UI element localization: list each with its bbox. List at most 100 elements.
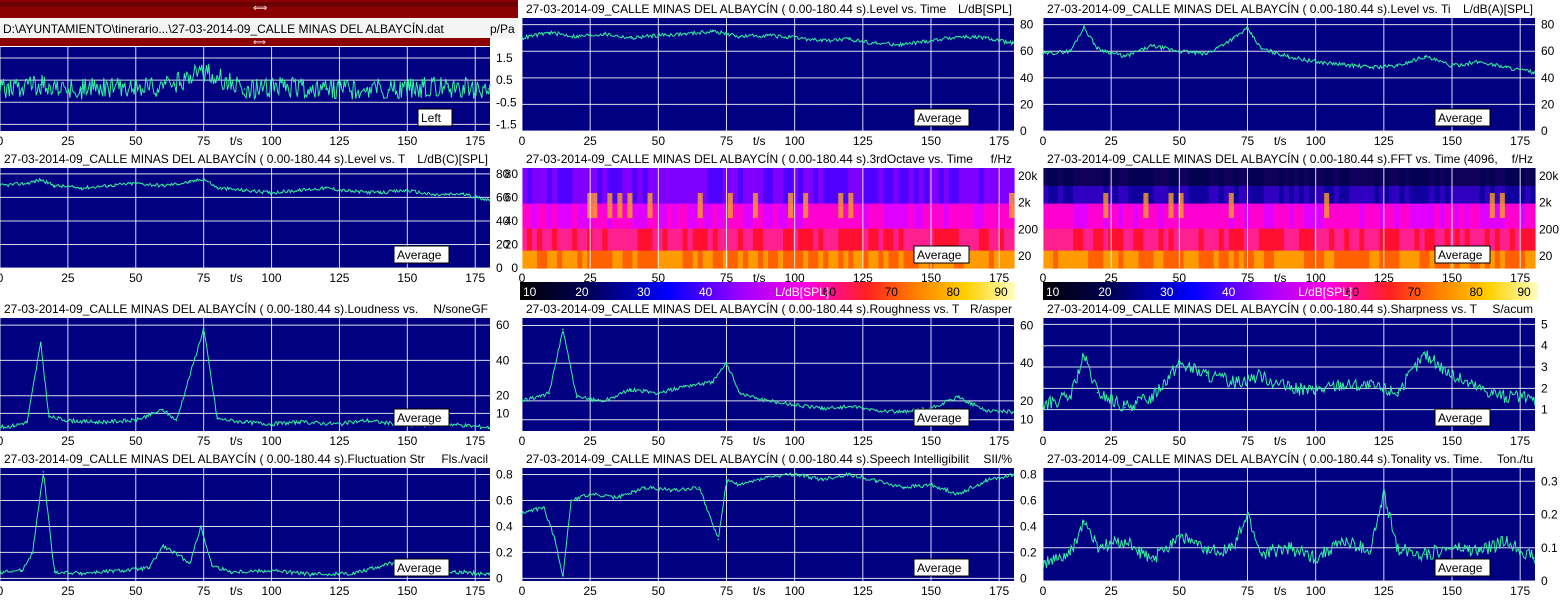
waveform-panel[interactable]: 0 25 50 75 100 125 150 175 t/s 1.5 0.5 -0.5 -1.5 Left xyxy=(0,47,517,148)
third-octave-cell xyxy=(667,250,674,269)
fft-cell xyxy=(1349,228,1355,251)
third-octave-ytick-left: 0 xyxy=(511,261,518,275)
level-dba-tag-box xyxy=(1434,108,1491,127)
sharpness-panel[interactable]: 27-03-2014-09_CALLE MINAS DEL ALBAYCÍN (… xyxy=(1040,301,1548,448)
fluctuation-point xyxy=(488,573,490,576)
scroll-bar[interactable]: ⟺ xyxy=(0,37,490,47)
speech-intelligibility-point xyxy=(957,493,960,495)
fft-cell xyxy=(1148,228,1155,251)
fft-cell xyxy=(1524,228,1531,251)
level-spl-ytick: 80 xyxy=(1020,18,1034,32)
third-octave-cell xyxy=(552,228,558,251)
fft-ytick-right: 2k xyxy=(1539,196,1553,210)
third-octave-cell xyxy=(813,228,819,251)
tonality-point xyxy=(1505,540,1508,542)
third-octave-cell xyxy=(567,203,573,229)
third-octave-cell xyxy=(823,228,829,251)
fft-cell xyxy=(1188,250,1195,269)
third-octave-cell xyxy=(953,203,960,229)
fft-cell xyxy=(1294,228,1300,251)
fluctuation-tag-label: Average xyxy=(397,561,442,575)
third-octave-cell xyxy=(567,250,573,269)
fft-cell xyxy=(1454,228,1461,251)
fft-cell xyxy=(1118,250,1124,269)
waveform-point xyxy=(0,88,1,90)
level-dbc-panel[interactable]: 27-03-2014-09_CALLE MINAS DEL ALBAYCÍN (… xyxy=(0,151,510,285)
third-octave-cell xyxy=(652,168,659,204)
file-path-text: D:\AYUNTAMIENTO\tinerario...\27-03-2014-… xyxy=(3,21,445,36)
third-octave-cell xyxy=(878,228,885,251)
level-spl-unit: L/dB[SPL] xyxy=(958,2,1012,16)
third-octave-cell xyxy=(612,228,618,251)
third-octave-panel[interactable]: 27-03-2014-09_CALLE MINAS DEL ALBAYCÍN (… xyxy=(505,151,1039,285)
fft-cell xyxy=(1063,228,1069,251)
third-octave-cell xyxy=(943,203,950,229)
level-spl-point xyxy=(548,31,551,34)
waveform-point xyxy=(488,88,490,90)
fft-cell xyxy=(1088,203,1094,229)
fluctuation-panel[interactable]: 27-03-2014-09_CALLE MINAS DEL ALBAYCÍN (… xyxy=(0,451,513,598)
fft-cell xyxy=(1163,203,1170,229)
level-dbc-ytick: 80 xyxy=(496,167,510,181)
roughness-panel[interactable]: 27-03-2014-09_CALLE MINAS DEL ALBAYCÍN (… xyxy=(519,301,1034,448)
fluctuation-ytick: 0.2 xyxy=(496,545,513,559)
fft-cell xyxy=(1163,228,1170,251)
level-spl-ytick: 60 xyxy=(1020,44,1034,58)
speech-intelligibility-point xyxy=(793,473,796,476)
third-octave-title: 27-03-2014-09_CALLE MINAS DEL ALBAYCÍN (… xyxy=(526,151,973,166)
sharpness-xtick: 0 xyxy=(1040,434,1047,448)
level-spl-panel[interactable]: 27-03-2014-09_CALLE MINAS DEL ALBAYCÍN (… xyxy=(519,1,1034,148)
loudness-panel[interactable]: 27-03-2014-09_CALLE MINAS DEL ALBAYCÍN (… xyxy=(0,301,510,448)
waveform-unit: p/Pa xyxy=(490,22,515,36)
fft-cell xyxy=(1479,203,1486,229)
speech-intelligibility-ytick: 0.4 xyxy=(1020,519,1037,533)
fft-cell xyxy=(1379,203,1385,229)
third-octave-cell xyxy=(737,250,744,269)
third-octave-cell xyxy=(657,228,664,251)
fft-cell xyxy=(1088,228,1094,251)
level-dba-panel[interactable]: 27-03-2014-09_CALLE MINAS DEL ALBAYCÍN (… xyxy=(1040,1,1555,148)
third-octave-cell xyxy=(597,168,603,204)
third-octave-cell xyxy=(542,168,548,204)
tonality-point xyxy=(1083,520,1085,522)
third-octave-cell xyxy=(998,168,1005,204)
fft-cell xyxy=(1168,250,1175,269)
waveform-xtick: 175 xyxy=(465,134,485,148)
third-octave-cell xyxy=(883,250,890,269)
level-spl-point xyxy=(848,38,851,41)
third-octave-cell xyxy=(838,250,844,269)
speech-intelligibility-panel[interactable]: 27-03-2014-09_CALLE MINAS DEL ALBAYCÍN (… xyxy=(519,451,1037,598)
roughness-point xyxy=(957,396,960,398)
third-octave-cell xyxy=(968,203,975,229)
third-octave-cell xyxy=(677,228,684,251)
third-octave-cell xyxy=(933,203,940,229)
tonality-point xyxy=(1124,540,1126,542)
waveform-series-line xyxy=(0,63,491,101)
level-dba-point xyxy=(1505,66,1508,68)
third-octave-cell xyxy=(607,228,613,251)
fft-panel[interactable]: 27-03-2014-09_CALLE MINAS DEL ALBAYCÍN (… xyxy=(1040,151,1560,285)
third-octave-cell xyxy=(848,168,854,204)
speech-intelligibility-point xyxy=(543,506,545,508)
level-spl-point xyxy=(657,34,660,37)
tonality-panel[interactable]: 27-03-2014-09_CALLE MINAS DEL ALBAYCÍN (… xyxy=(1040,451,1558,598)
fluctuation-point xyxy=(162,545,164,547)
header-bar[interactable]: ⟺ xyxy=(0,0,518,18)
fft-cell xyxy=(1339,203,1345,229)
fft-cell xyxy=(1499,250,1506,269)
third-octave-cell xyxy=(687,250,694,269)
third-octave-cell xyxy=(662,203,669,229)
third-octave-cell xyxy=(773,203,779,229)
loudness-unit: N/soneGF xyxy=(433,302,488,316)
third-octave-cell xyxy=(908,203,915,229)
fft-cell xyxy=(1118,228,1124,251)
waveform-point xyxy=(243,88,246,90)
third-octave-cell xyxy=(808,203,814,229)
third-octave-cell xyxy=(783,250,789,269)
level-spl-point xyxy=(630,37,632,39)
fluctuation-ytick: 0.6 xyxy=(496,493,513,507)
third-octave-ytick-right: 200 xyxy=(1018,222,1038,236)
third-octave-cell xyxy=(607,250,613,269)
roughness-point xyxy=(821,407,823,410)
loudness-point xyxy=(26,421,28,423)
